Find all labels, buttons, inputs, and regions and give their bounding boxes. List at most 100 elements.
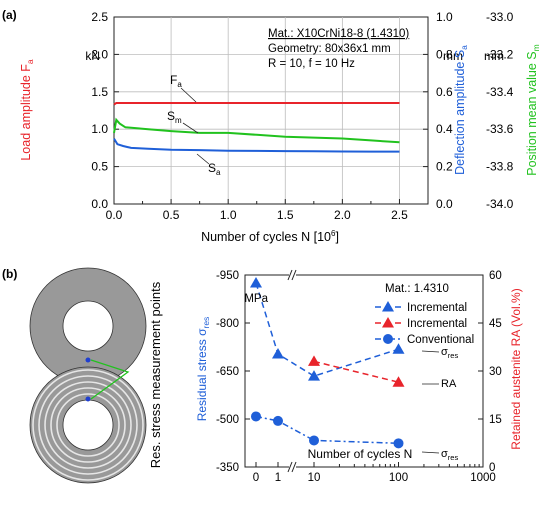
y-axis-label-deflection: Deflection amplitude Sa [453, 45, 469, 175]
disk-ring [44, 381, 132, 469]
disk-ring [38, 375, 138, 475]
y-tick-label-austenite: 30 [489, 366, 502, 378]
y-tick-label-position: -33.2 [486, 47, 514, 61]
y-tick-label-position: -34.0 [486, 197, 514, 211]
x-tick-label-b: 100 [389, 472, 408, 484]
unit-left-a: kN [85, 49, 100, 63]
data-point-circle [309, 435, 319, 446]
y-axis-label-load: Load amplitude Fa [19, 59, 35, 161]
disk-top [29, 267, 147, 385]
y-tick-label-deflection: 0.8 [436, 47, 453, 61]
y-tick-label-residual: -800 [216, 318, 239, 330]
x-tick-label-b: 0 [253, 472, 259, 484]
series-line-a-1 [113, 117, 400, 144]
y-tick-label-position: -33.0 [486, 10, 514, 24]
data-point-triangle [308, 370, 320, 381]
disk-ring [32, 369, 144, 481]
info-material: Mat.: X10CrNi18-8 (1.4310) [268, 28, 409, 40]
plot-a-series [113, 102, 400, 153]
y-tick-label-residual: -350 [216, 462, 239, 474]
y-tick-label-position: -33.4 [486, 85, 514, 99]
disk-bottom-hole [62, 399, 114, 451]
label-sa-text: Sa [208, 161, 221, 177]
axis-break-mark [291, 269, 297, 281]
data-point-circle [393, 438, 404, 449]
x-tick-label-b: 1000 [470, 472, 496, 484]
panel-a-label: (a) [2, 8, 17, 22]
info-geometry: Geometry: 80x36x1 mm [268, 43, 391, 55]
legend-entry-label: Incremental [407, 318, 467, 330]
disk-bottom [29, 366, 147, 484]
y-tick-label-position: -33.8 [486, 160, 514, 174]
legend-b: Incremental Incremental Conventional [375, 301, 474, 346]
x-tick-label: 2.0 [334, 208, 351, 222]
y-tick-label-load: 0.0 [91, 197, 108, 211]
y-tick-label-deflection: 0.0 [436, 197, 453, 211]
y-axis-label-position: Position mean value Sm [525, 44, 541, 175]
data-point-triangle [272, 348, 284, 359]
measurement-point-bottom [85, 396, 91, 402]
legend-marker [382, 301, 394, 312]
data-point-triangle [308, 355, 320, 366]
measurement-pointer [90, 359, 130, 400]
y-tick-label-deflection: 0.6 [436, 85, 453, 99]
unit-mid-a: mm [443, 49, 463, 63]
x-tick-label-b: 1 [275, 472, 281, 484]
info-load: R = 10, f = 10 Hz [268, 58, 355, 70]
unit-right-a: mm [484, 49, 504, 63]
annotation-leader-3 [421, 451, 440, 454]
plot-b-series [250, 277, 405, 449]
y-tick-label-load: 1.0 [91, 122, 108, 136]
annotation-sigma-res-1: σres [441, 346, 458, 360]
data-point-triangle [250, 277, 262, 288]
axis-break-gap [289, 270, 296, 280]
legend-marker [382, 317, 394, 328]
data-point-triangle [392, 343, 405, 354]
label-fa-text: Fa [170, 73, 182, 89]
label-fa-leader [180, 87, 197, 103]
plot-a-gridlines [114, 17, 428, 204]
y-axis-label-austenite: Retained austenite RA (Vol.%) [509, 288, 523, 449]
data-point-circle [251, 411, 261, 422]
series-line-a-2 [113, 138, 400, 153]
y-tick-label-austenite: 60 [489, 270, 502, 282]
series-line-b-2 [255, 415, 399, 445]
label-sm: Sm [167, 109, 199, 134]
x-axis-label-b: Number of cycles N [308, 447, 413, 461]
legend-entry-label: Conventional [407, 334, 474, 346]
y-tick-label-residual: -500 [216, 414, 239, 426]
legend-entry-label: Incremental [407, 302, 467, 314]
axis-break-mark [287, 269, 293, 281]
x-tick-label: 1.0 [220, 208, 237, 222]
x-tick-label: 2.5 [391, 208, 408, 222]
disk-ring [56, 393, 120, 457]
plot-b-axes: -950 -800 -650 -500 -350 0 15 30 45 60 0 1 10 100 1000 [216, 269, 502, 484]
legend-marker [383, 334, 393, 344]
plot-a-frame [113, 16, 429, 205]
disk-bottom-rings [32, 369, 144, 481]
annotation-leader-1 [421, 350, 440, 353]
series-line-b-0 [255, 282, 399, 377]
axis-break-mark [287, 461, 293, 473]
legend-title: Mat.: 1.4310 [385, 283, 449, 295]
x-axis-label-a: Number of cycles N [106] [201, 229, 339, 244]
y-tick-label-austenite: 15 [489, 414, 502, 426]
y-tick-label-load: 1.5 [91, 85, 108, 99]
panel-b-label: (b) [2, 267, 17, 281]
label-sm-text: Sm [167, 109, 182, 125]
annotation-ra: RA [441, 378, 457, 390]
x-tick-label: 1.5 [277, 208, 294, 222]
y-tick-label-load: 2.5 [91, 10, 108, 24]
y-tick-label-austenite: 45 [489, 318, 502, 330]
series-line-a-0 [113, 102, 400, 106]
x-tick-label: 0.5 [163, 208, 180, 222]
data-point-triangle [392, 376, 405, 387]
y-tick-label-deflection: 0.2 [436, 160, 453, 174]
y-tick-label-austenite: 0 [489, 462, 495, 474]
y-tick-label-position: -33.6 [486, 122, 514, 136]
data-point-circle [273, 415, 283, 426]
panel-a: (a) 0.0 0.0 -34.00.5 0.2 -33.81.0 0.4 -33.61.5… [2, 8, 541, 244]
measurement-points-label: Res. stress measurement points [148, 281, 163, 468]
axis-break-gap [289, 462, 296, 472]
